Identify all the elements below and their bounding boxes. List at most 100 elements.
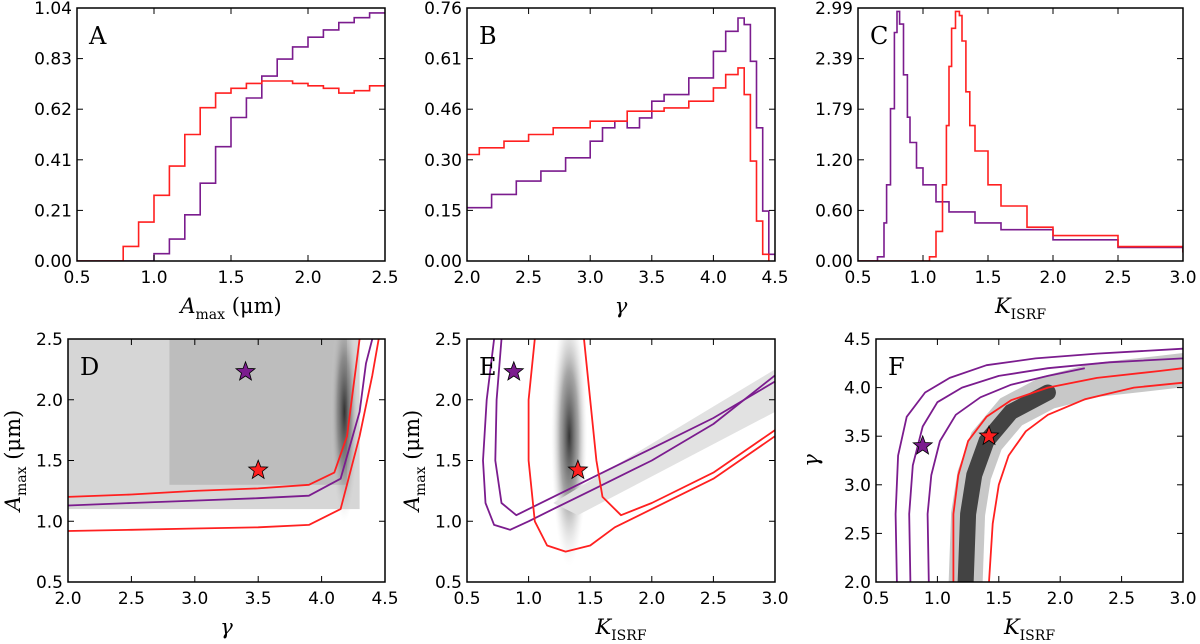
- x-axis-label-e: KISRF: [594, 615, 646, 644]
- panel-e: 0.5 1.0 1.5 2.0 2.5 3.0 0.5 1.0 1.5 2.0 2.5 E KISRF A…: [400, 330, 789, 644]
- y-tick-label-d: 2.0: [36, 391, 63, 411]
- contour-red-d-1: [68, 339, 380, 532]
- x-tick-label-f: 1.5: [985, 589, 1012, 609]
- contour-red-e-3: [583, 339, 775, 517]
- panel-d: 2.0 2.5 3.0 3.5 4.0 4.5 0.5 1.0 1.5 2.0 2.5 Dγ Amax …: [1, 330, 399, 639]
- y-tick-label-f: 4.5: [844, 330, 871, 350]
- y-tick-label-c: 1.79: [815, 100, 853, 120]
- y-tick-label-e: 1.5: [435, 452, 462, 472]
- x-tick-label-d: 3.5: [245, 589, 272, 609]
- x-tick-label-a: 2.5: [371, 268, 398, 288]
- panel-label-c: C: [870, 22, 888, 50]
- svg-text:γ: γ: [220, 615, 233, 639]
- axes-frame-f: [875, 338, 1184, 583]
- contour-purple-e-1: [494, 339, 775, 517]
- x-axis-label-e-subscript: ISRF: [611, 628, 647, 644]
- y-axis-label-e-main: A: [400, 496, 424, 513]
- density-f: [948, 353, 1183, 582]
- y-tick-label-f: 2.5: [844, 524, 871, 544]
- svg-text:Amax (μm): Amax (μm): [400, 410, 429, 513]
- series-red-line-c: [858, 10, 1183, 261]
- y-axis-label-f-main: γ: [799, 454, 823, 467]
- x-axis-label-c-subscript: ISRF: [1011, 307, 1047, 323]
- x-tick-label-c: 3.0: [1169, 268, 1196, 288]
- panel-label-e: E: [479, 353, 497, 381]
- y-axis-label-d-subscript: max: [14, 466, 30, 496]
- x-tick-label-f: 1.0: [924, 589, 951, 609]
- x-tick-label-e: 1.0: [515, 589, 542, 609]
- y-tick-label-f: 3.5: [844, 427, 871, 447]
- svg-text:Amax (μm): Amax (μm): [178, 294, 281, 323]
- y-tick-label-b: 0.00: [424, 252, 462, 272]
- y-tick-label-a: 0.21: [34, 201, 72, 221]
- y-tick-label-d: 1.0: [36, 512, 63, 532]
- y-tick-label-a: 0.41: [34, 151, 72, 171]
- y-tick-label-b: 0.15: [424, 201, 462, 221]
- panel-label-a: A: [88, 22, 107, 50]
- x-tick-label-f: 3.0: [1169, 589, 1196, 609]
- contour-red-d-2: [68, 339, 361, 498]
- density-d: [68, 339, 360, 522]
- contour-purple-d-0: [68, 339, 374, 507]
- panel-label-d: D: [80, 353, 99, 381]
- x-tick-label-e: 2.0: [638, 589, 665, 609]
- y-tick-label-a: 1.04: [34, 0, 72, 19]
- x-tick-label-c: 1.5: [974, 268, 1001, 288]
- x-tick-label-c: 1.0: [909, 268, 936, 288]
- svg-text:Amax (μm): Amax (μm): [1, 410, 30, 513]
- y-tick-label-b: 0.46: [424, 100, 462, 120]
- contour-purple-f-0: [894, 347, 1183, 582]
- series-red-line-a: [77, 80, 385, 261]
- panel-f: 0.5 1.0 1.5 2.0 2.5 3.0 2.0 2.5 3.0 3.5 4.0 4.5 F KIS…: [799, 330, 1197, 644]
- x-tick-label-e: 0.5: [453, 589, 480, 609]
- y-axis-label-f: γ: [799, 454, 823, 467]
- x-tick-label-b: 4.5: [761, 268, 788, 288]
- panel-label-f: F: [888, 353, 905, 381]
- x-tick-label-d: 4.5: [371, 589, 398, 609]
- panel-label-b: B: [479, 22, 497, 50]
- x-tick-label-d: 4.0: [308, 589, 335, 609]
- x-axis-label-b-main: γ: [615, 294, 628, 318]
- y-axis-label-e-unit: (μm): [400, 410, 424, 467]
- x-tick-label-c: 2.5: [1104, 268, 1131, 288]
- contour-purple-f-2: [926, 367, 1085, 582]
- y-axis-label-d-unit: (μm): [1, 410, 25, 467]
- x-tick-label-b: 3.5: [638, 268, 665, 288]
- y-tick-label-b: 0.61: [424, 50, 462, 70]
- panel-c: 0.5 1.0 1.5 2.0 2.5 3.0 0.00 0.60 1.20 1.79 2.39 2.…: [815, 0, 1196, 323]
- axes-frame-c: [857, 7, 1184, 262]
- y-tick-label-c: 2.39: [815, 50, 853, 70]
- y-tick-label-c: 0.60: [815, 201, 853, 221]
- x-tick-label-f: 0.5: [862, 589, 889, 609]
- y-tick-label-e: 2.0: [435, 391, 462, 411]
- svg-text:KISRF: KISRF: [994, 294, 1046, 323]
- star-marker-red-d: [247, 459, 269, 480]
- x-tick-label-d: 3.0: [181, 589, 208, 609]
- x-tick-label-d: 2.5: [118, 589, 145, 609]
- y-tick-label-a: 0.00: [34, 252, 72, 272]
- y-tick-label-b: 0.30: [424, 151, 462, 171]
- x-tick-label-d: 2.0: [54, 589, 81, 609]
- y-tick-label-e: 1.0: [435, 512, 462, 532]
- y-tick-label-b: 0.76: [424, 0, 462, 19]
- contour-purple-f-1: [908, 357, 1183, 582]
- x-axis-label-b: γ: [615, 294, 628, 318]
- star-marker-purple-f: [912, 434, 934, 455]
- x-axis-label-f-subscript: ISRF: [1020, 628, 1056, 644]
- y-tick-label-f: 2.0: [844, 573, 871, 593]
- y-tick-label-c: 1.20: [815, 151, 853, 171]
- svg-text:γ: γ: [799, 454, 823, 467]
- y-tick-label-d: 0.5: [36, 573, 63, 593]
- panel-a: 0.5 1.0 1.5 2.0 2.5 0.00 0.21 0.41 0.62 0.83 1.04 A…: [34, 0, 398, 323]
- x-tick-label-a: 2.0: [294, 268, 321, 288]
- contour-red-f-3: [952, 367, 1183, 582]
- series-purple-line-c: [858, 10, 1183, 261]
- x-axis-label-d-main: γ: [220, 615, 233, 639]
- y-axis-label-d-main: A: [1, 496, 25, 513]
- y-axis-label-e: Amax (μm): [400, 410, 429, 513]
- x-tick-label-b: 2.5: [515, 268, 542, 288]
- svg-text:KISRF: KISRF: [594, 615, 646, 644]
- y-tick-label-d: 1.5: [36, 452, 63, 472]
- y-tick-label-e: 0.5: [435, 573, 462, 593]
